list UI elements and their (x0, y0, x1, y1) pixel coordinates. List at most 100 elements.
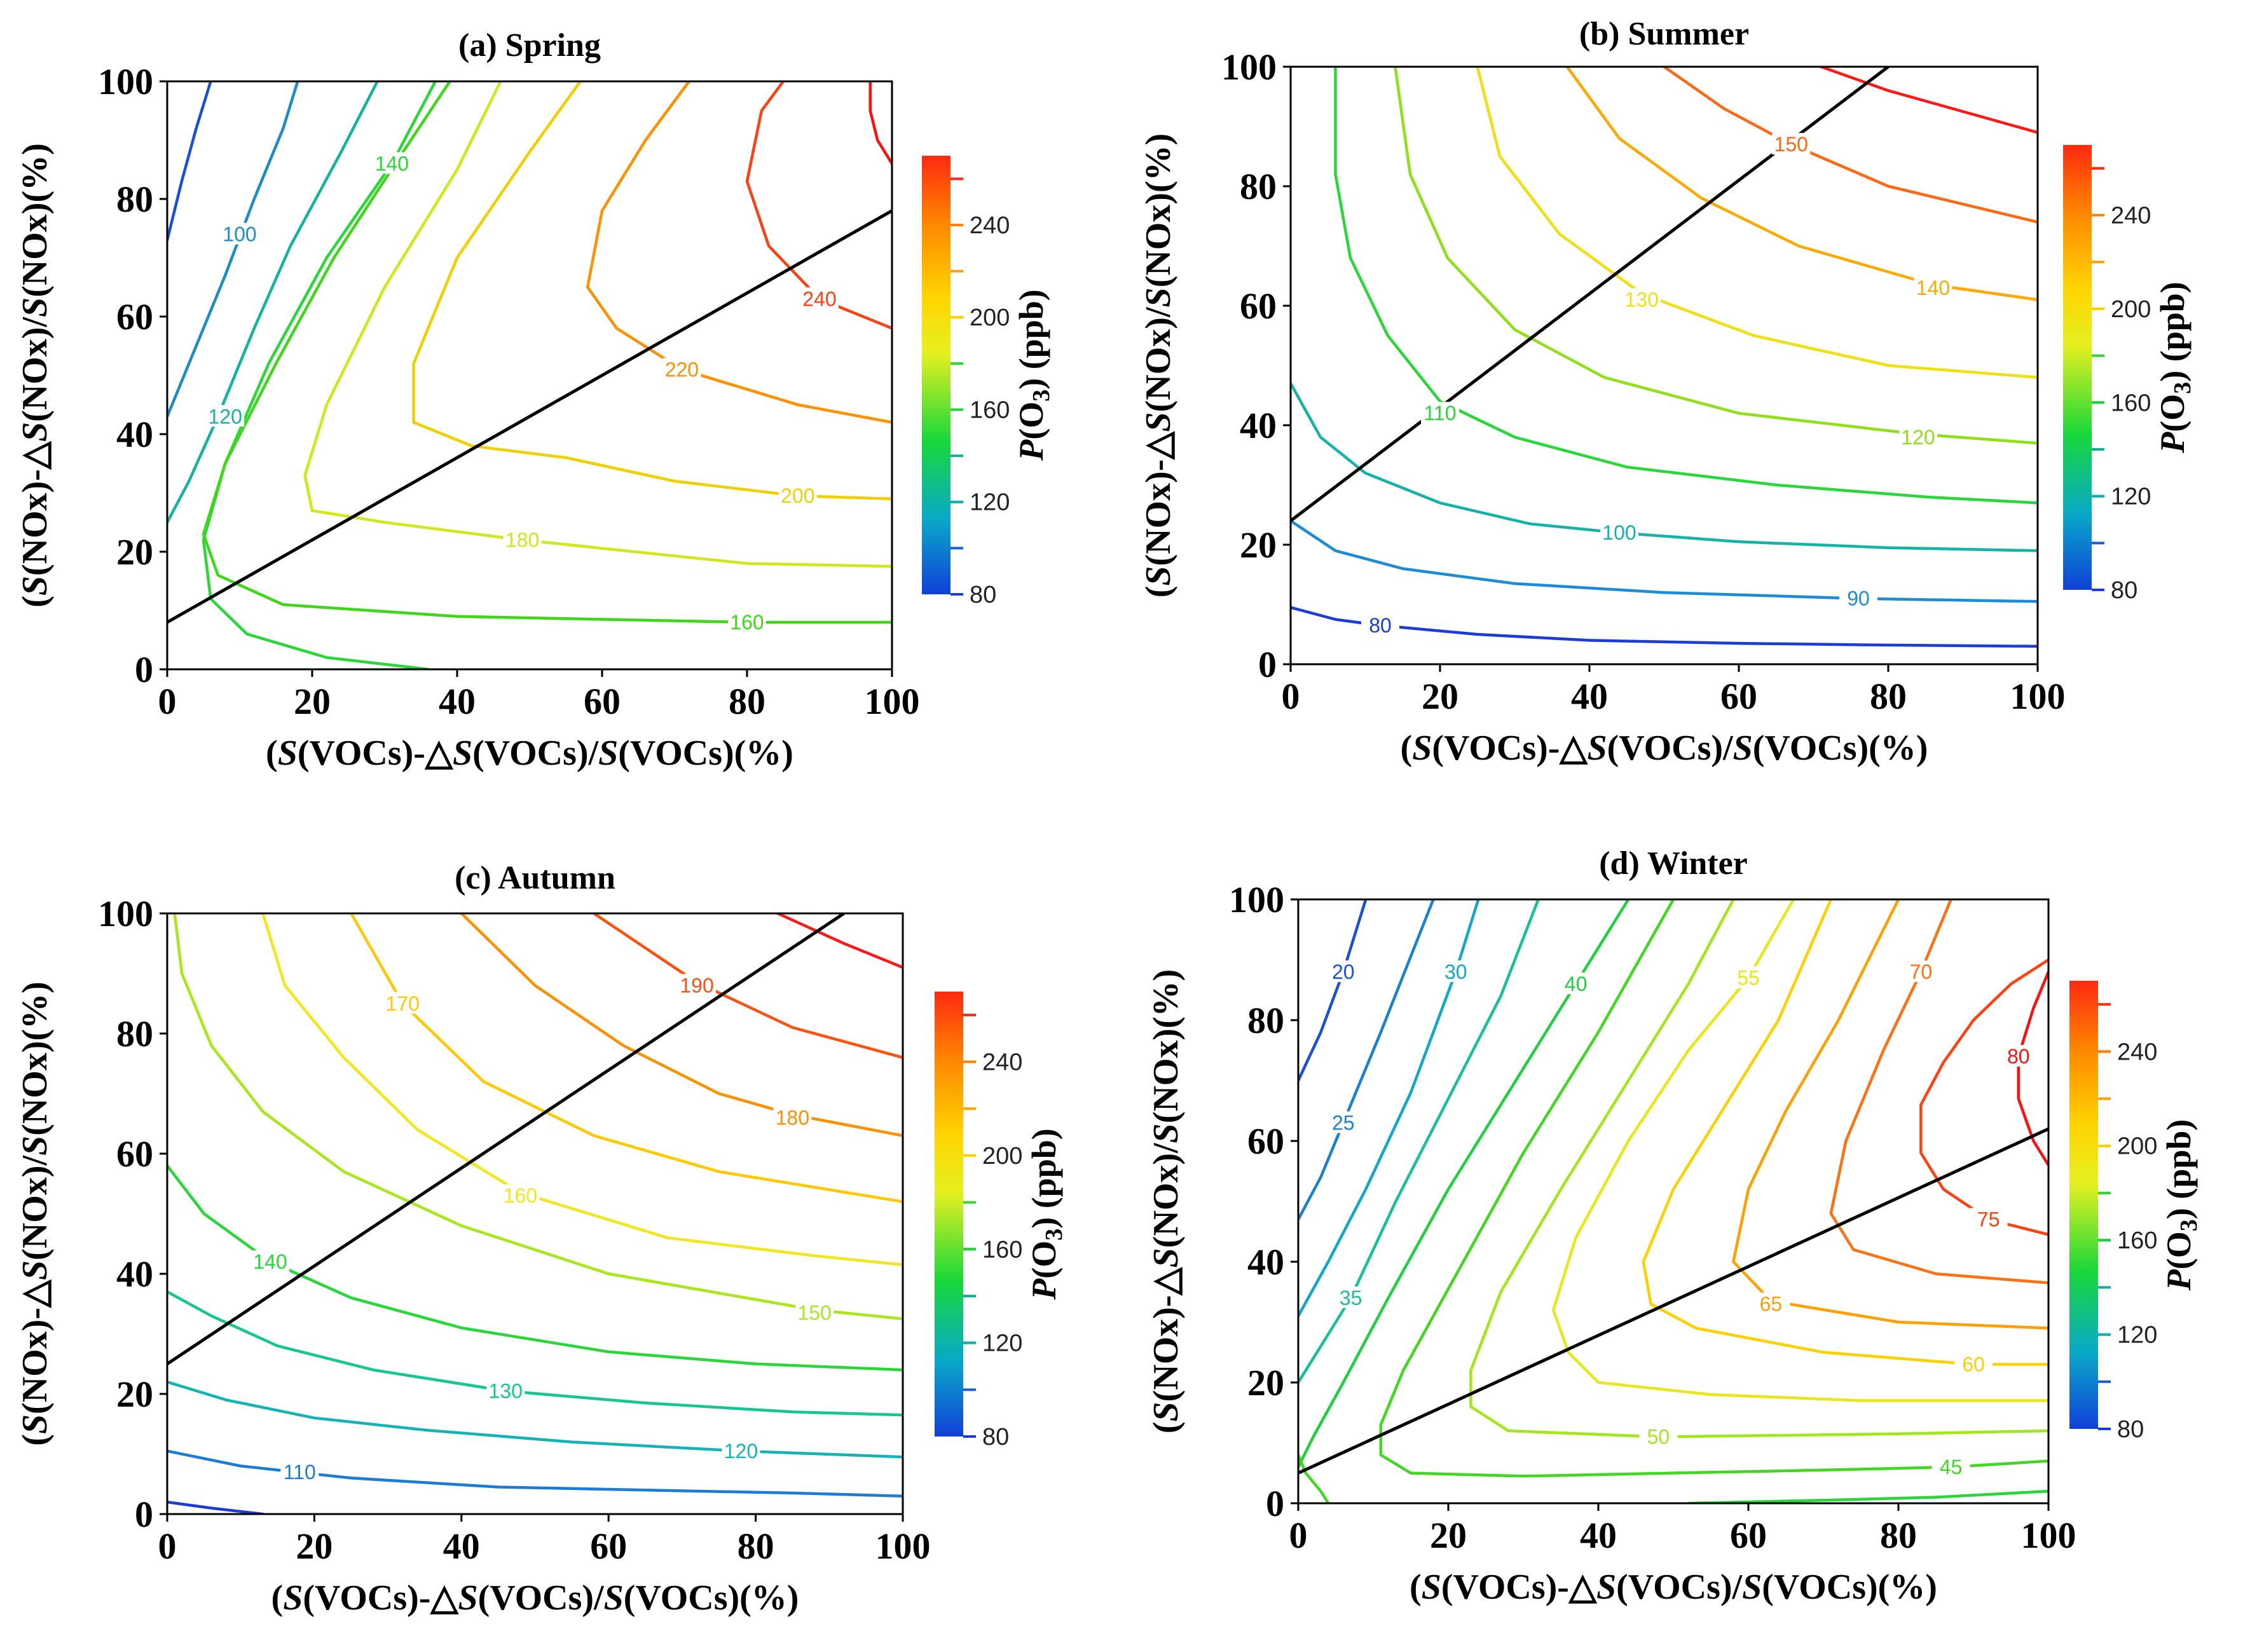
y-tick-label: 20 (116, 531, 153, 573)
contour-label-200: 200 (781, 484, 814, 507)
colorbar-tick-label: 240 (970, 212, 1010, 239)
contour-label-130: 130 (489, 1379, 523, 1402)
contour-label-bg (221, 222, 259, 245)
contour-label-120: 120 (209, 405, 242, 428)
contour-line-110 (167, 1449, 903, 1498)
contour-line-45 (1379, 899, 2048, 1478)
colorbar-label: P(O3) (ppb) (2153, 282, 2196, 454)
contour-label-100: 100 (223, 223, 256, 246)
contour-line-65 (1732, 899, 2048, 1330)
contour-line-160 (261, 913, 903, 1267)
contour-line-40 (1298, 899, 1630, 1469)
contour-label-bg (1324, 960, 1362, 982)
colorbar: 80 120 160 200 240 P(O3) (ppb) (922, 156, 1055, 608)
x-tick-label: 60 (1730, 1515, 1767, 1556)
contour-label-bg (1899, 425, 1937, 447)
contour-label-140: 140 (375, 153, 409, 175)
contour-label-bg (795, 1301, 834, 1323)
contour-label-bg (1324, 1111, 1362, 1133)
colorbar-gradient (922, 156, 950, 594)
x-tick-label: 100 (875, 1526, 931, 1567)
x-tick-label: 100 (2021, 1515, 2076, 1556)
contour-label-bg (1729, 966, 1767, 988)
contour-label-bg (373, 152, 411, 174)
y-tick-label: 60 (116, 1133, 153, 1175)
contour-label-bg (250, 1250, 289, 1273)
contour-label-bg (501, 1184, 540, 1206)
ridge-line (167, 913, 845, 1365)
panel-title: (a) Spring (458, 27, 601, 64)
contour-label-bg (1331, 1287, 1370, 1308)
contour-label-120: 120 (1901, 426, 1935, 449)
contour-label-bg (800, 287, 839, 310)
y-tick-label: 40 (116, 1253, 153, 1295)
contour-label-bg (773, 1106, 812, 1128)
contour-line-30 (1298, 899, 1480, 1318)
contour-line-75 (1919, 958, 2048, 1236)
y-axis-label: (S(NOx)-△S(NOx)/S(NOx)(%) (15, 981, 55, 1446)
colorbar-tick-label: 240 (2111, 203, 2151, 229)
contour-label-50: 50 (1647, 1426, 1670, 1449)
x-axis-label: (S(VOCs)-△S(VOCs)/S(VOCs)(%) (266, 734, 793, 773)
ridge-line (1298, 1127, 2048, 1475)
y-tick-label: 20 (1240, 524, 1277, 566)
contour-label-bg (1436, 960, 1475, 982)
colorbar-tick-label: 160 (2111, 390, 2151, 416)
contour-label-180: 180 (776, 1106, 809, 1129)
x-tick-label: 80 (1870, 676, 1907, 717)
contour-label-bg (206, 405, 245, 427)
contour-label-bg (1954, 1353, 1993, 1375)
contour-label-bg (1772, 133, 1811, 155)
plot-frame (1289, 65, 2039, 666)
colorbar-tick-label: 120 (2117, 1322, 2157, 1349)
contour-line-160 (1820, 67, 2038, 134)
y-axis-label: (S(NOx)-△S(NOx)/S(NOx)(%) (15, 143, 55, 608)
x-axis-label: (S(VOCs)-△S(VOCs)/S(VOCs)(%) (271, 1578, 799, 1618)
contour-label-30: 30 (1444, 960, 1467, 983)
x-tick-label: 60 (584, 681, 621, 722)
x-tick-label: 40 (443, 1526, 480, 1567)
contour-group: 20 25 30 35 40 45 50 55 60 65 70 75 80 (1298, 899, 2048, 1503)
contour-label-bg (678, 974, 717, 996)
colorbar: 80 120 160 200 240 P(O3) (ppb) (2063, 145, 2196, 604)
y-tick-label: 0 (135, 1494, 153, 1535)
contour-label-190: 190 (680, 974, 713, 997)
y-tick-label: 80 (116, 1013, 153, 1055)
y-tick-label: 60 (1247, 1121, 1284, 1162)
colorbar-tick-label: 160 (2117, 1227, 2157, 1254)
contour-label-bg (1421, 402, 1459, 424)
x-axis-label: (S(VOCs)-△S(VOCs)/S(VOCs)(%) (1401, 728, 1928, 768)
contour-label-110: 110 (284, 1461, 316, 1484)
y-tick-label: 0 (1266, 1483, 1284, 1524)
x-tick-label: 40 (439, 681, 476, 722)
x-axis-label: (S(VOCs)-△S(VOCs)/S(VOCs)(%) (1410, 1567, 1937, 1607)
contour-line-140 (1565, 67, 2038, 301)
chart-panel-4: (d) Winter 20 25 30 35 40 45 50 55 60 65 70 75 80 0 20 4… (1146, 845, 2202, 1607)
contour-label-80: 80 (1369, 614, 1392, 637)
colorbar: 80 120 160 200 240 P(O3) (ppb) (2069, 981, 2202, 1443)
contour-label-55: 55 (1737, 967, 1760, 990)
contour-label-45: 45 (1940, 1456, 1963, 1478)
x-tick-label: 100 (2010, 676, 2066, 717)
contour-label-160: 160 (504, 1184, 537, 1207)
contour-label-150: 150 (797, 1301, 831, 1324)
x-tick-label: 0 (158, 681, 177, 722)
panel-title: (b) Summer (1579, 16, 1749, 52)
colorbar-tick-label: 120 (970, 489, 1010, 516)
contour-label-160: 160 (730, 611, 764, 634)
x-tick-label: 20 (294, 681, 331, 722)
contour-label-bg (722, 1439, 760, 1461)
chart-panel-2: (b) Summer 80 90 100 110 120 130 140 150 0 20 40 60 8… (1139, 16, 2196, 768)
contour-label-170: 170 (386, 992, 420, 1015)
contour-label-bg (1361, 613, 1399, 636)
contour-label-bg (1639, 1425, 1678, 1447)
contour-label-40: 40 (1565, 973, 1588, 995)
contour-label-bg (1752, 1292, 1790, 1314)
y-tick-label: 20 (116, 1374, 153, 1415)
contour-label-bg (1902, 960, 1940, 982)
colorbar-tick-label: 200 (970, 304, 1010, 331)
contour-line-160 (202, 81, 892, 624)
colorbar-tick-label: 160 (982, 1236, 1022, 1263)
contour-label-bg (486, 1379, 525, 1402)
